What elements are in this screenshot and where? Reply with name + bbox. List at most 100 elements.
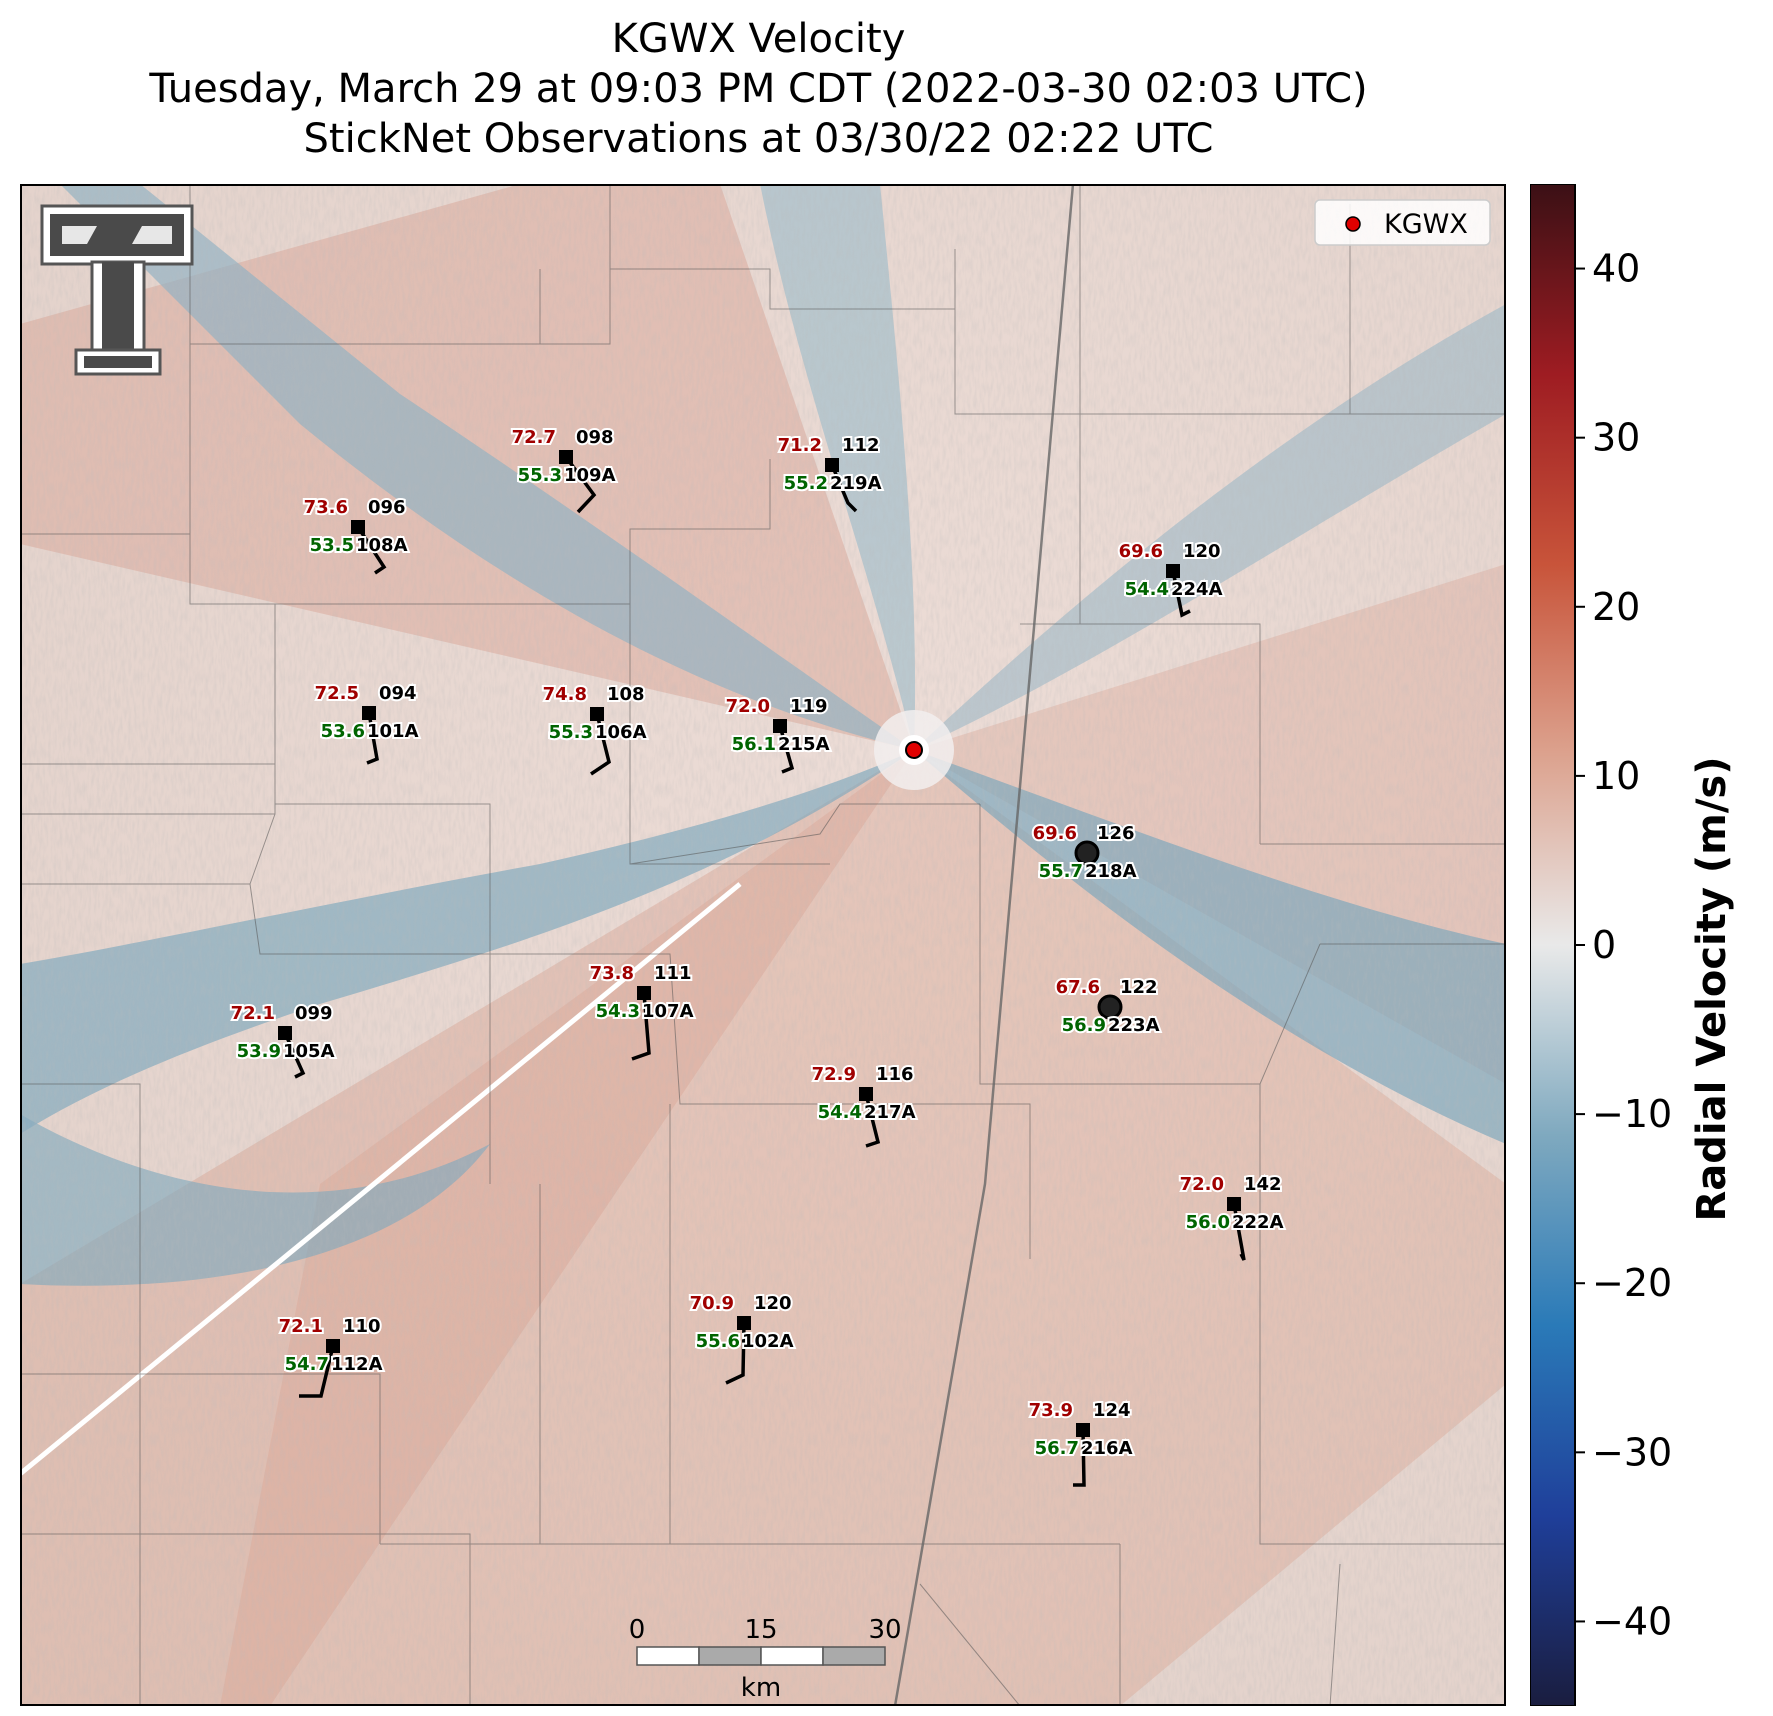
station-id: 105A: [283, 1041, 335, 1062]
station-wind-direction: 119: [790, 696, 828, 717]
state-border: [893, 184, 1075, 1706]
station-216A: 73.9 124 56.7 216A: [1027, 1398, 1135, 1487]
colorbar-tick-label: 10: [1592, 754, 1640, 798]
station-108A: 73.6 096 53.5 108A: [302, 495, 410, 575]
station-101A: 72.5 094 53.6 101A: [313, 681, 421, 765]
station-marker: [326, 1339, 340, 1353]
station-wind-direction: 108: [607, 684, 645, 705]
wind-barb: [864, 1093, 881, 1148]
station-219A: 71.2 112 55.2 219A: [776, 433, 884, 513]
station-marker: [362, 706, 376, 720]
title-sticknet-time: StickNet Observations at 03/30/22 02:22 …: [303, 116, 1214, 162]
wind-barb: [1232, 1203, 1246, 1261]
station-marker: [351, 520, 365, 534]
station-temperature: 73.9: [1029, 1400, 1073, 1421]
station-marker: [859, 1087, 873, 1101]
station-wind-direction: 126: [1097, 823, 1135, 844]
station-dewpoint: 53.5: [310, 535, 354, 556]
scale-bar: 0 15 30 km: [629, 1615, 902, 1703]
station-wind-direction: 142: [1244, 1174, 1282, 1195]
station-wind-direction: 098: [576, 427, 614, 448]
station-marker: [1074, 840, 1100, 866]
title-radar: KGWX Velocity: [611, 16, 906, 62]
station-marker: [278, 1026, 292, 1040]
station-temperature: 72.0: [1180, 1174, 1224, 1195]
wind-barb: [631, 992, 651, 1061]
wind-barb: [366, 712, 379, 765]
station-temperature: 72.0: [726, 696, 770, 717]
radar-site-kgwx: [899, 735, 929, 765]
station-marker: [590, 707, 604, 721]
scale-tick-15: 15: [744, 1615, 777, 1645]
station-wind-direction: 116: [876, 1064, 914, 1085]
station-dewpoint: 56.0: [1186, 1212, 1230, 1233]
colorbar-ramp: [1530, 184, 1576, 1706]
station-id: 108A: [356, 535, 408, 556]
station-id: 217A: [864, 1102, 916, 1123]
station-id: 215A: [778, 734, 830, 755]
station-dewpoint: 55.7: [1039, 861, 1083, 882]
station-dewpoint: 56.9: [1062, 1015, 1106, 1036]
station-marker: [559, 450, 573, 464]
station-id: 101A: [367, 721, 419, 742]
scale-unit: km: [741, 1673, 781, 1703]
map-frame: [20, 184, 1506, 1706]
station-dewpoint: 55.3: [549, 722, 593, 743]
colorbar-tick-label: 40: [1592, 247, 1640, 291]
wind-barb: [283, 1032, 306, 1079]
station-dewpoint: 54.7: [285, 1354, 329, 1375]
station-marker: [825, 458, 839, 472]
station-dewpoint: 53.9: [237, 1041, 281, 1062]
legend-label: KGWX: [1384, 209, 1468, 240]
station-temperature: 71.2: [778, 435, 822, 456]
station-112A: 72.1 110 54.7 112A: [277, 1314, 385, 1398]
station-id: 109A: [564, 465, 616, 486]
station-dewpoint: 55.6: [696, 1331, 740, 1352]
station-marker: [1166, 564, 1180, 578]
station-wind-direction: 111: [654, 963, 692, 984]
velocity-map: KGWX 73.6 096 53.5 108A 72.7 098 55.3 109A 71.2 1…: [20, 184, 1506, 1706]
station-wind-direction: 122: [1120, 977, 1158, 998]
colorbar-tick-label: −30: [1592, 1430, 1672, 1474]
station-temperature: 72.1: [231, 1003, 275, 1024]
scale-tick-30: 30: [868, 1615, 901, 1645]
station-temperature: 67.6: [1056, 977, 1100, 998]
station-layer: 73.6 096 53.5 108A 72.7 098 55.3 109A 71.2 112 55.…: [229, 425, 1286, 1487]
station-218A: 69.6 126 55.7 218A: [1031, 821, 1139, 884]
colorbar-tick-label: 0: [1592, 923, 1616, 967]
station-temperature: 72.7: [512, 427, 556, 448]
legend: KGWX: [1314, 199, 1491, 246]
station-marker: [737, 1316, 751, 1330]
station-temperature: 69.6: [1119, 541, 1163, 562]
station-temperature: 73.6: [304, 497, 348, 518]
colorbar-tick-label: 20: [1592, 585, 1640, 629]
station-id: 112A: [331, 1354, 383, 1375]
station-wind-direction: 099: [295, 1003, 333, 1024]
station-temperature: 72.5: [315, 683, 359, 704]
station-222A: 72.0 142 56.0 222A: [1178, 1172, 1286, 1261]
station-wind-direction: 112: [842, 435, 880, 456]
station-id: 218A: [1085, 861, 1137, 882]
station-temperature: 72.9: [812, 1064, 856, 1085]
station-id: 106A: [595, 722, 647, 743]
station-temperature: 72.1: [279, 1316, 323, 1337]
wind-barb: [564, 455, 597, 514]
title-scan-time: Tuesday, March 29 at 09:03 PM CDT (2022-…: [149, 66, 1368, 112]
legend-radar-marker: [1345, 216, 1361, 232]
station-temperature: 73.8: [590, 963, 634, 984]
station-dewpoint: 54.3: [596, 1001, 640, 1022]
station-dewpoint: 53.6: [321, 721, 365, 742]
station-wind-direction: 110: [343, 1316, 381, 1337]
station-temperature: 70.9: [690, 1293, 734, 1314]
colorbar-tick-label: 30: [1592, 416, 1640, 460]
wind-barb: [778, 725, 795, 774]
station-id: 219A: [830, 473, 882, 494]
wind-barb: [356, 526, 387, 575]
station-marker: [1076, 1423, 1090, 1437]
station-wind-direction: 096: [368, 497, 406, 518]
station-id: 223A: [1108, 1015, 1160, 1036]
station-107A: 73.8 111 54.3 107A: [588, 961, 696, 1061]
station-224A: 69.6 120 54.4 224A: [1117, 539, 1225, 618]
wind-barb: [830, 464, 858, 513]
wind-barb: [1073, 1429, 1086, 1487]
